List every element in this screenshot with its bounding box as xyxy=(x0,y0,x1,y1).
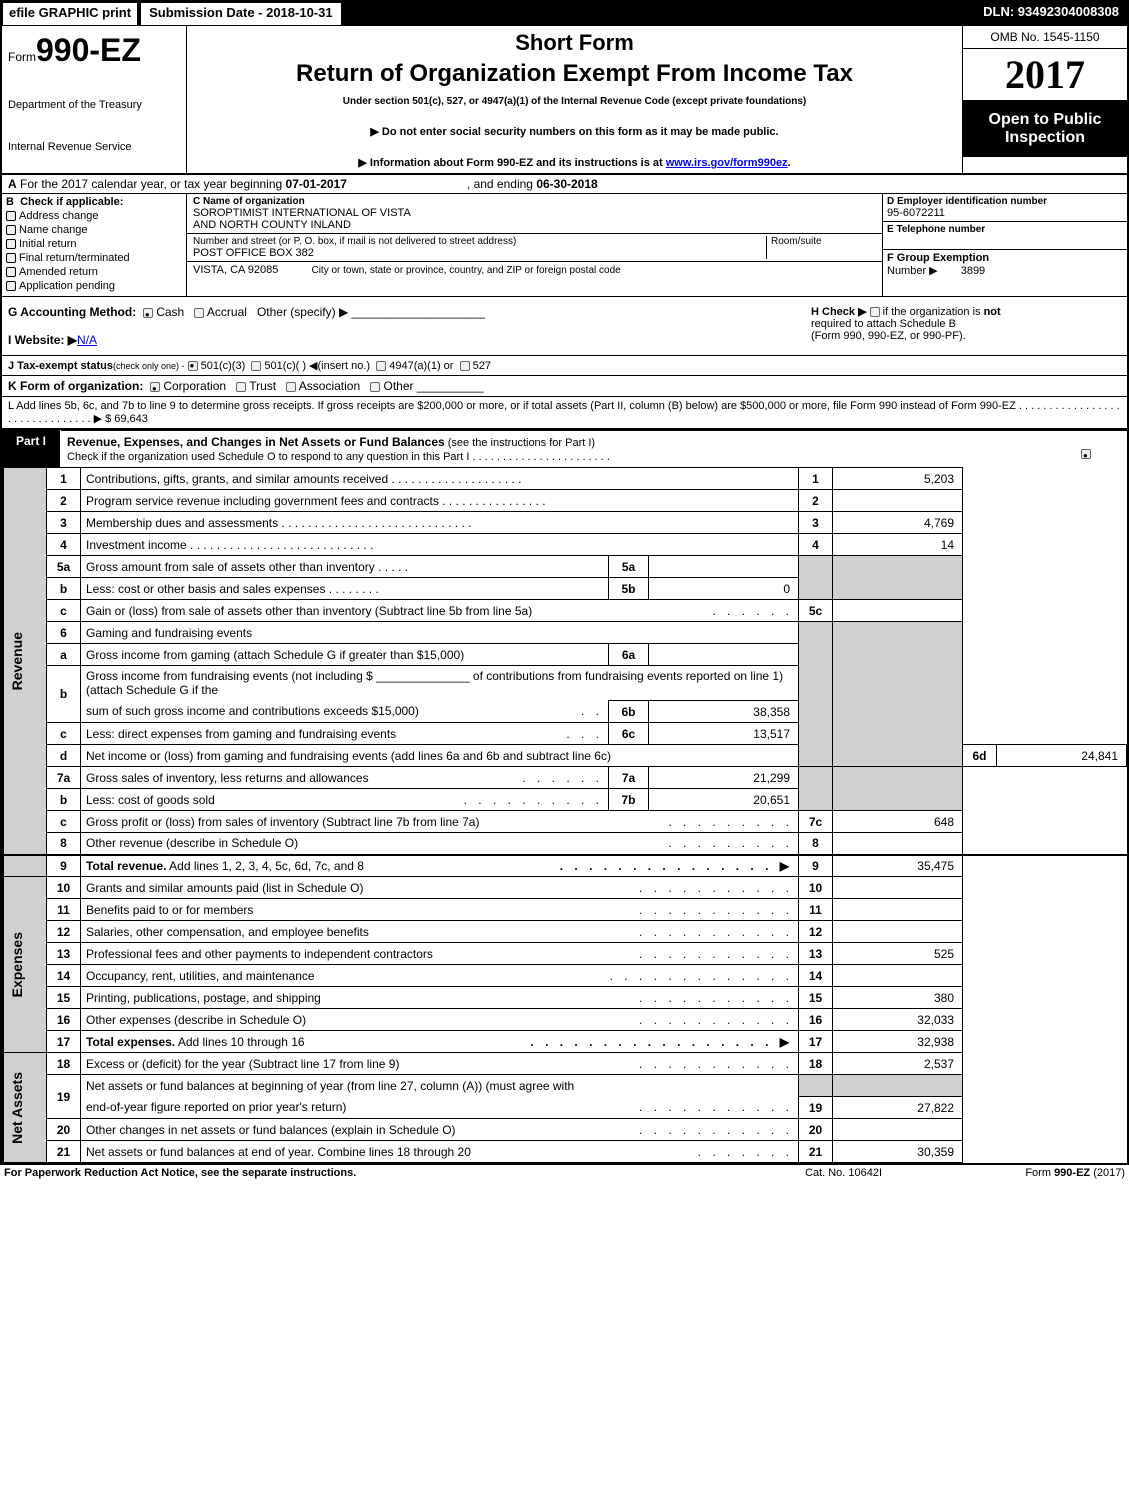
radio-association[interactable] xyxy=(286,382,296,392)
dept-treasury: Department of the Treasury xyxy=(8,99,180,111)
section-k: K Form of organization: Corporation Trus… xyxy=(2,376,1127,397)
section-f-group: F Group Exemption Number ▶ 3899 xyxy=(883,250,1127,279)
line-12: 12Salaries, other compensation, and empl… xyxy=(3,921,1127,943)
line-18: Net Assets 18Excess or (deficit) for the… xyxy=(3,1053,1127,1075)
radio-4947[interactable] xyxy=(376,361,386,371)
line-19-2: end-of-year figure reported on prior yea… xyxy=(3,1097,1127,1119)
netassets-side-label: Net Assets xyxy=(9,1072,25,1144)
line-9: 9Total revenue. Add lines 1, 2, 3, 4, 5c… xyxy=(3,855,1127,877)
short-form-title: Short Form xyxy=(195,30,954,56)
radio-501c[interactable] xyxy=(251,361,261,371)
line-5c: cGain or (loss) from sale of assets othe… xyxy=(3,600,1127,622)
chk-amended-return[interactable]: Amended return xyxy=(6,266,182,278)
submission-date: Submission Date - 2018-10-31 xyxy=(140,2,342,26)
tax-year: 2017 xyxy=(963,49,1127,101)
section-b: B Check if applicable: Address change Na… xyxy=(2,194,187,296)
section-j: J Tax-exempt status(check only one) - 50… xyxy=(2,356,1127,376)
radio-501c3[interactable] xyxy=(188,361,198,371)
line-1: Revenue 1 Contributions, gifts, grants, … xyxy=(3,468,1127,490)
line-2: 2Program service revenue including gover… xyxy=(3,490,1127,512)
radio-cash[interactable] xyxy=(143,308,153,318)
line-13: 13Professional fees and other payments t… xyxy=(3,943,1127,965)
dln: DLN: 93492304008308 xyxy=(975,2,1127,26)
chk-name-change[interactable]: Name change xyxy=(6,224,182,236)
line-14: 14Occupancy, rent, utilities, and mainte… xyxy=(3,965,1127,987)
radio-accrual[interactable] xyxy=(194,308,204,318)
website-link[interactable]: N/A xyxy=(77,333,97,347)
section-e-phone: E Telephone number xyxy=(883,222,1127,250)
open-to-public: Open to PublicInspection xyxy=(963,101,1127,157)
section-a: A For the 2017 calendar year, or tax yea… xyxy=(2,175,1127,194)
line-20: 20Other changes in net assets or fund ba… xyxy=(3,1119,1127,1141)
line-8: 8Other revenue (describe in Schedule O) … xyxy=(3,833,1127,855)
radio-527[interactable] xyxy=(460,361,470,371)
line-19-1: 19 Net assets or fund balances at beginn… xyxy=(3,1075,1127,1097)
line-7a: 7aGross sales of inventory, less returns… xyxy=(3,767,1127,789)
form-number: Form990-EZ xyxy=(8,32,180,69)
chk-schedule-o[interactable] xyxy=(1081,449,1091,459)
room-suite: Room/suite xyxy=(766,236,876,259)
line-11: 11Benefits paid to or for members . . . … xyxy=(3,899,1127,921)
info-link-line: ▶ Information about Form 990-EZ and its … xyxy=(195,156,954,169)
line-7c: cGross profit or (loss) from sales of in… xyxy=(3,811,1127,833)
line-6: 6Gaming and fundraising events xyxy=(3,622,1127,644)
chk-address-change[interactable]: Address change xyxy=(6,210,182,222)
revenue-side-label: Revenue xyxy=(9,632,25,690)
part-1-header: Part I Revenue, Expenses, and Changes in… xyxy=(2,430,1127,467)
section-c-city: VISTA, CA 92085 City or town, state or p… xyxy=(187,262,882,278)
line-5a: 5aGross amount from sale of assets other… xyxy=(3,556,1127,578)
form-title: Return of Organization Exempt From Incom… xyxy=(195,60,954,88)
top-bar: efile GRAPHIC print Submission Date - 20… xyxy=(2,2,1127,26)
efile-label: efile GRAPHIC print xyxy=(2,2,138,26)
irs-label: Internal Revenue Service xyxy=(8,141,180,153)
form-subtitle: Under section 501(c), 527, or 4947(a)(1)… xyxy=(195,96,954,107)
irs-link[interactable]: www.irs.gov/form990ez xyxy=(666,157,788,169)
radio-other[interactable] xyxy=(370,382,380,392)
section-l: L Add lines 5b, 6c, and 7b to line 9 to … xyxy=(2,397,1127,430)
line-17: 17Total expenses. Add lines 10 through 1… xyxy=(3,1031,1127,1053)
part-1-table: Revenue 1 Contributions, gifts, grants, … xyxy=(2,467,1127,1163)
radio-corporation[interactable] xyxy=(150,382,160,392)
section-c-address: Number and street (or P. O. box, if mail… xyxy=(187,234,882,262)
line-4: 4Investment income . . . . . . . . . . .… xyxy=(3,534,1127,556)
line-10: Expenses 10Grants and similar amounts pa… xyxy=(3,877,1127,899)
form-header: Form990-EZ Department of the Treasury In… xyxy=(2,26,1127,175)
line-16: 16Other expenses (describe in Schedule O… xyxy=(3,1009,1127,1031)
section-d-ein: D Employer identification number 95-6072… xyxy=(883,194,1127,222)
omb-number: OMB No. 1545-1150 xyxy=(963,26,1127,49)
section-g-h: G Accounting Method: Cash Accrual Other … xyxy=(2,297,1127,356)
section-h: H Check ▶ if the organization is not req… xyxy=(811,305,1121,347)
chk-schedule-b[interactable] xyxy=(870,307,880,317)
radio-trust[interactable] xyxy=(236,382,246,392)
page-footer: For Paperwork Reduction Act Notice, see … xyxy=(0,1165,1129,1181)
sections-b-to-f: B Check if applicable: Address change Na… xyxy=(2,194,1127,297)
line-21: 21Net assets or fund balances at end of … xyxy=(3,1141,1127,1163)
chk-initial-return[interactable]: Initial return xyxy=(6,238,182,250)
warning-ssn: ▶ Do not enter social security numbers o… xyxy=(195,125,954,138)
chk-application-pending[interactable]: Application pending xyxy=(6,280,182,292)
expenses-side-label: Expenses xyxy=(9,932,25,997)
line-3: 3Membership dues and assessments . . . .… xyxy=(3,512,1127,534)
section-c-name: C Name of organization SOROPTIMIST INTER… xyxy=(187,194,882,234)
chk-final-return[interactable]: Final return/terminated xyxy=(6,252,182,264)
line-15: 15Printing, publications, postage, and s… xyxy=(3,987,1127,1009)
